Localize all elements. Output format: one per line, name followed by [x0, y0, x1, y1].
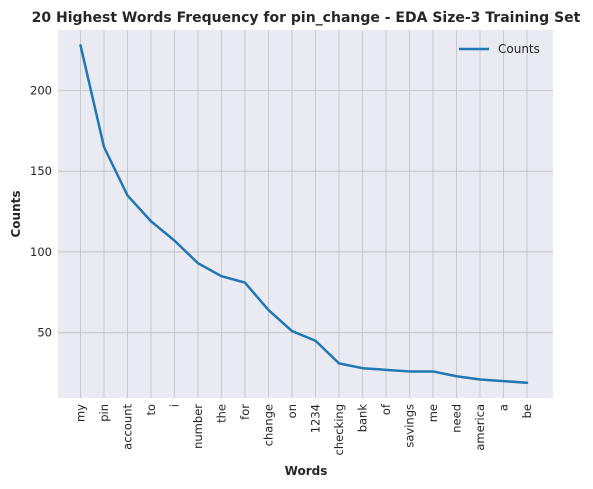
x-tick-label-for: for	[238, 404, 252, 420]
x-tick-label-savings: savings	[403, 404, 417, 448]
x-tick-label-need: need	[450, 404, 464, 433]
x-tick-label-on: on	[285, 404, 299, 418]
x-axis-label: Words	[285, 464, 328, 478]
y-tick-label: 200	[30, 83, 52, 97]
y-tick-label: 100	[30, 245, 52, 259]
y-axis-label: Counts	[9, 190, 23, 237]
x-tick-label-a: a	[497, 404, 511, 411]
x-axis-ticks: my pin account to i number the for change on 1234 c…	[74, 403, 535, 455]
y-tick-label: 150	[30, 164, 52, 178]
x-tick-label-pin: pin	[97, 404, 111, 422]
x-tick-label-checking: checking	[332, 404, 346, 455]
series-line-counts	[79, 44, 529, 384]
grid-lines	[58, 30, 553, 398]
series-layer	[79, 44, 529, 384]
x-tick-label-number: number	[191, 404, 205, 449]
x-tick-label-to: to	[144, 404, 158, 416]
y-axis-ticks: 50 100 150 200	[30, 83, 52, 339]
x-tick-label-me: me	[426, 404, 440, 422]
x-tick-label-of: of	[379, 403, 393, 415]
x-tick-label-america: america	[473, 404, 487, 451]
x-tick-label-change: change	[262, 404, 276, 446]
x-tick-label-i: i	[168, 404, 182, 407]
y-tick-label: 50	[37, 326, 52, 340]
x-tick-label-my: my	[74, 404, 88, 422]
x-tick-label-1234: 1234	[309, 404, 323, 433]
legend: Counts	[459, 42, 540, 56]
chart-title: 20 Highest Words Frequency for pin_chang…	[32, 10, 581, 26]
x-tick-label-bank: bank	[356, 404, 370, 433]
x-tick-label-be: be	[520, 404, 534, 418]
legend-label-counts: Counts	[498, 42, 540, 56]
x-tick-label-the: the	[215, 404, 229, 423]
plot-area	[58, 30, 553, 398]
x-tick-label-account: account	[121, 404, 135, 450]
